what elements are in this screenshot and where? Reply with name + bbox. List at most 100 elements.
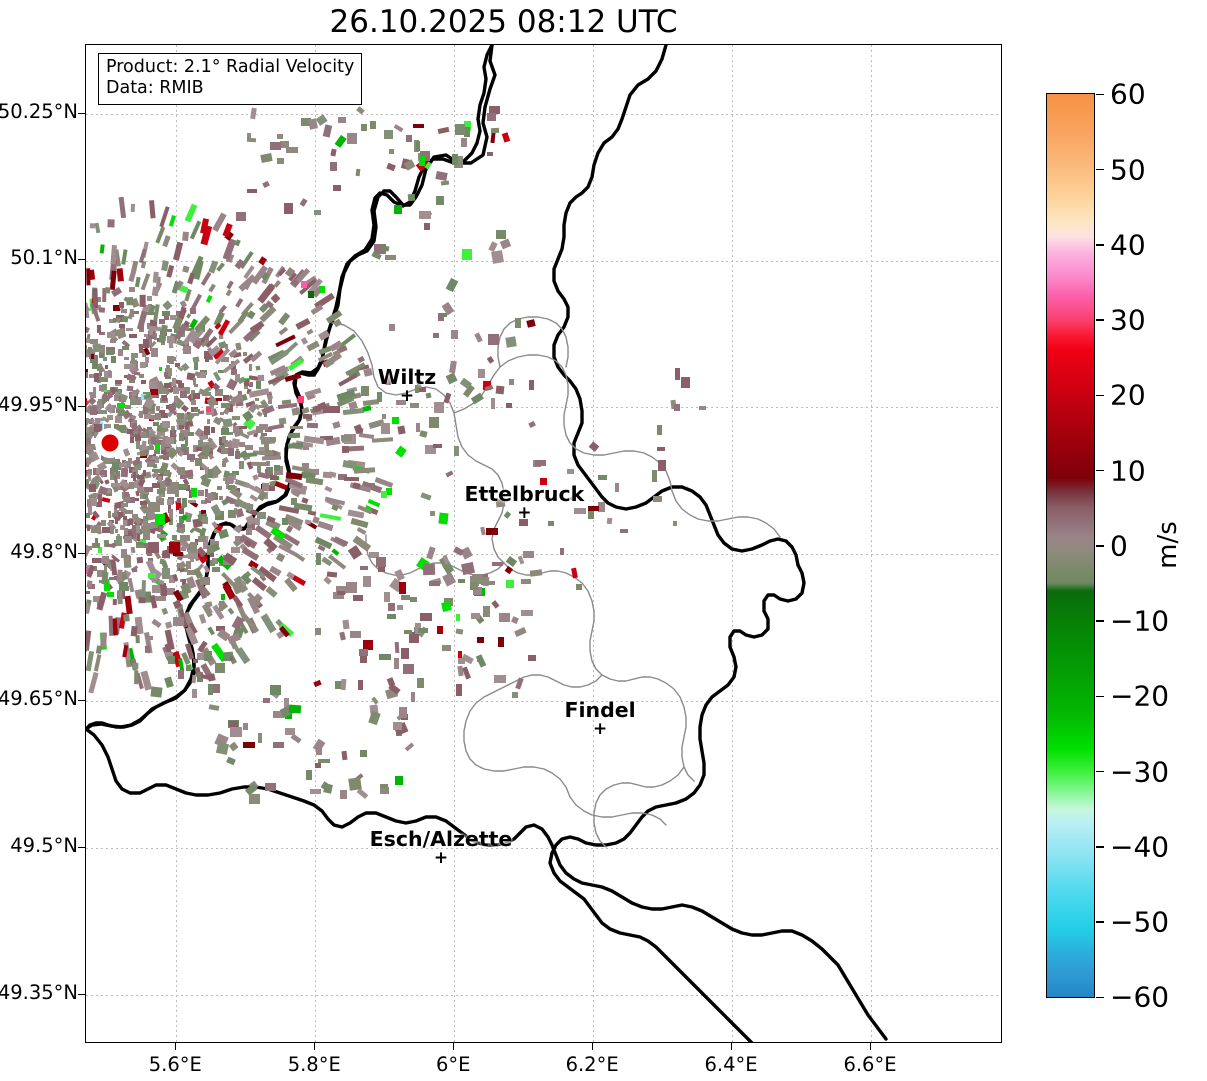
- x-axis-tick: [870, 1043, 871, 1050]
- radar-echo-cell: [194, 457, 202, 466]
- radar-echo-cell: [291, 407, 301, 416]
- gridline-horizontal: [86, 995, 1001, 996]
- radar-echo-cell: [521, 609, 533, 617]
- city-marker-icon: +: [433, 848, 449, 868]
- national-border-east-path: [548, 563, 806, 1042]
- y-axis-tick-label: 49.35°N: [0, 981, 78, 1005]
- radar-echo-cell: [410, 691, 415, 702]
- radar-echo-cell: [91, 355, 98, 363]
- radar-echo-cell: [86, 268, 91, 286]
- radar-echo-cell: [130, 353, 136, 362]
- radar-echo-cell: [598, 474, 607, 480]
- city-name: Wiltz: [377, 364, 437, 389]
- radar-echo-cell: [130, 547, 136, 554]
- radar-echo-cell: [192, 392, 201, 399]
- radar-echo-cell: [150, 522, 158, 528]
- radar-echo-cell: [180, 534, 191, 542]
- colorbar-segment: [1047, 568, 1094, 584]
- colorbar-segment: [1047, 929, 1094, 952]
- radar-echo-cell: [177, 527, 185, 534]
- radar-echo-cell: [113, 388, 122, 395]
- radar-echo-cell: [415, 141, 421, 151]
- radar-echo-cell: [131, 389, 139, 394]
- radar-echo-cell: [267, 466, 273, 471]
- radar-echo-cell: [166, 486, 173, 495]
- radar-echo-cell: [113, 395, 120, 402]
- radar-echo-cell: [97, 546, 103, 554]
- radar-echo-cell: [151, 436, 156, 445]
- radar-echo-cell: [494, 674, 506, 684]
- radar-echo-cell: [157, 480, 165, 488]
- radar-echo-cell: [265, 782, 276, 792]
- radar-echo-cell: [94, 296, 101, 303]
- radar-echo-cell: [98, 306, 105, 313]
- radar-echo-cell: [121, 315, 129, 323]
- radar-echo-cell: [181, 231, 189, 242]
- radar-map-plot[interactable]: Wiltz + Ettelbruck + Findel + Esch/Alzette + Pr…: [85, 44, 1002, 1043]
- radar-echo-cell: [262, 698, 271, 704]
- colorbar-tick-label: 50: [1110, 153, 1146, 187]
- radar-echo-cell: [150, 685, 163, 697]
- radar-echo-cell: [384, 591, 390, 603]
- city-marker-icon: +: [592, 718, 608, 739]
- radar-echo-cell: [139, 450, 146, 456]
- radar-echo-cell: [99, 344, 106, 353]
- radar-echo-cell: [450, 330, 458, 339]
- radar-echo-cell: [186, 425, 190, 435]
- radar-echo-cell: [213, 529, 219, 534]
- radar-echo-cell: [152, 584, 161, 593]
- y-axis-tick-label: 49.95°N: [0, 393, 78, 417]
- radar-echo-cell: [192, 412, 199, 416]
- gridline-horizontal: [86, 848, 1001, 850]
- radar-echo-cell: [418, 156, 425, 167]
- radar-echo-cell: [219, 436, 224, 445]
- radar-echo-cell: [127, 518, 134, 525]
- radar-echo-cell: [92, 387, 97, 394]
- radar-echo-cell: [116, 569, 123, 582]
- radar-echo-cell: [300, 496, 308, 504]
- radar-echo-cell: [698, 405, 707, 411]
- radar-echo-cell: [248, 381, 254, 388]
- radar-echo-cell: [148, 501, 160, 513]
- y-axis-tick-label: 50.1°N: [10, 246, 78, 270]
- radar-echo-cell: [179, 474, 187, 479]
- radar-echo-cell: [455, 628, 464, 635]
- colorbar-segment: [1047, 131, 1094, 170]
- radar-echo-cell: [120, 308, 128, 313]
- colorbar-tick: [1096, 244, 1104, 246]
- radar-echo-cell: [143, 361, 149, 368]
- colorbar-segment: [1047, 537, 1094, 554]
- radar-echo-cell: [218, 601, 223, 611]
- radar-echo-cell: [107, 511, 111, 518]
- radar-echo-cell: [206, 544, 215, 553]
- city-label-wiltz: Wiltz +: [377, 364, 437, 405]
- radar-echo-cell: [432, 332, 440, 339]
- radar-echo-cell: [223, 439, 229, 447]
- radar-echo-cell: [161, 420, 171, 428]
- radar-echo-cell: [345, 581, 357, 594]
- radar-echo-cell: [286, 146, 298, 154]
- radar-echo-cell: [246, 521, 256, 531]
- radar-echo-cell: [179, 429, 188, 437]
- radar-echo-cell: [235, 535, 242, 543]
- radar-echo-cell: [403, 629, 412, 635]
- radar-echo-cell: [385, 255, 396, 260]
- radar-echo-cell: [118, 324, 125, 329]
- radar-echo-cell: [122, 493, 130, 503]
- radar-echo-cell: [453, 446, 459, 456]
- gridline-horizontal: [86, 407, 1001, 409]
- radar-echo-cell: [619, 529, 628, 534]
- radar-echo-cell: [222, 477, 227, 481]
- radar-echo-cell: [103, 456, 111, 464]
- radar-echo-cell: [455, 614, 461, 622]
- radar-echo-cell: [290, 425, 303, 430]
- radar-echo-cell: [388, 603, 396, 612]
- radar-echo-cell: [359, 648, 368, 656]
- radar-echo-cell: [215, 663, 225, 673]
- radar-echo-cell: [177, 484, 189, 489]
- gridline-horizontal: [86, 113, 1001, 115]
- radar-echo-cell: [123, 528, 128, 536]
- radar-echo-cell: [128, 457, 133, 464]
- radar-echo-cell: [117, 590, 123, 605]
- radar-echo-cell: [185, 561, 192, 570]
